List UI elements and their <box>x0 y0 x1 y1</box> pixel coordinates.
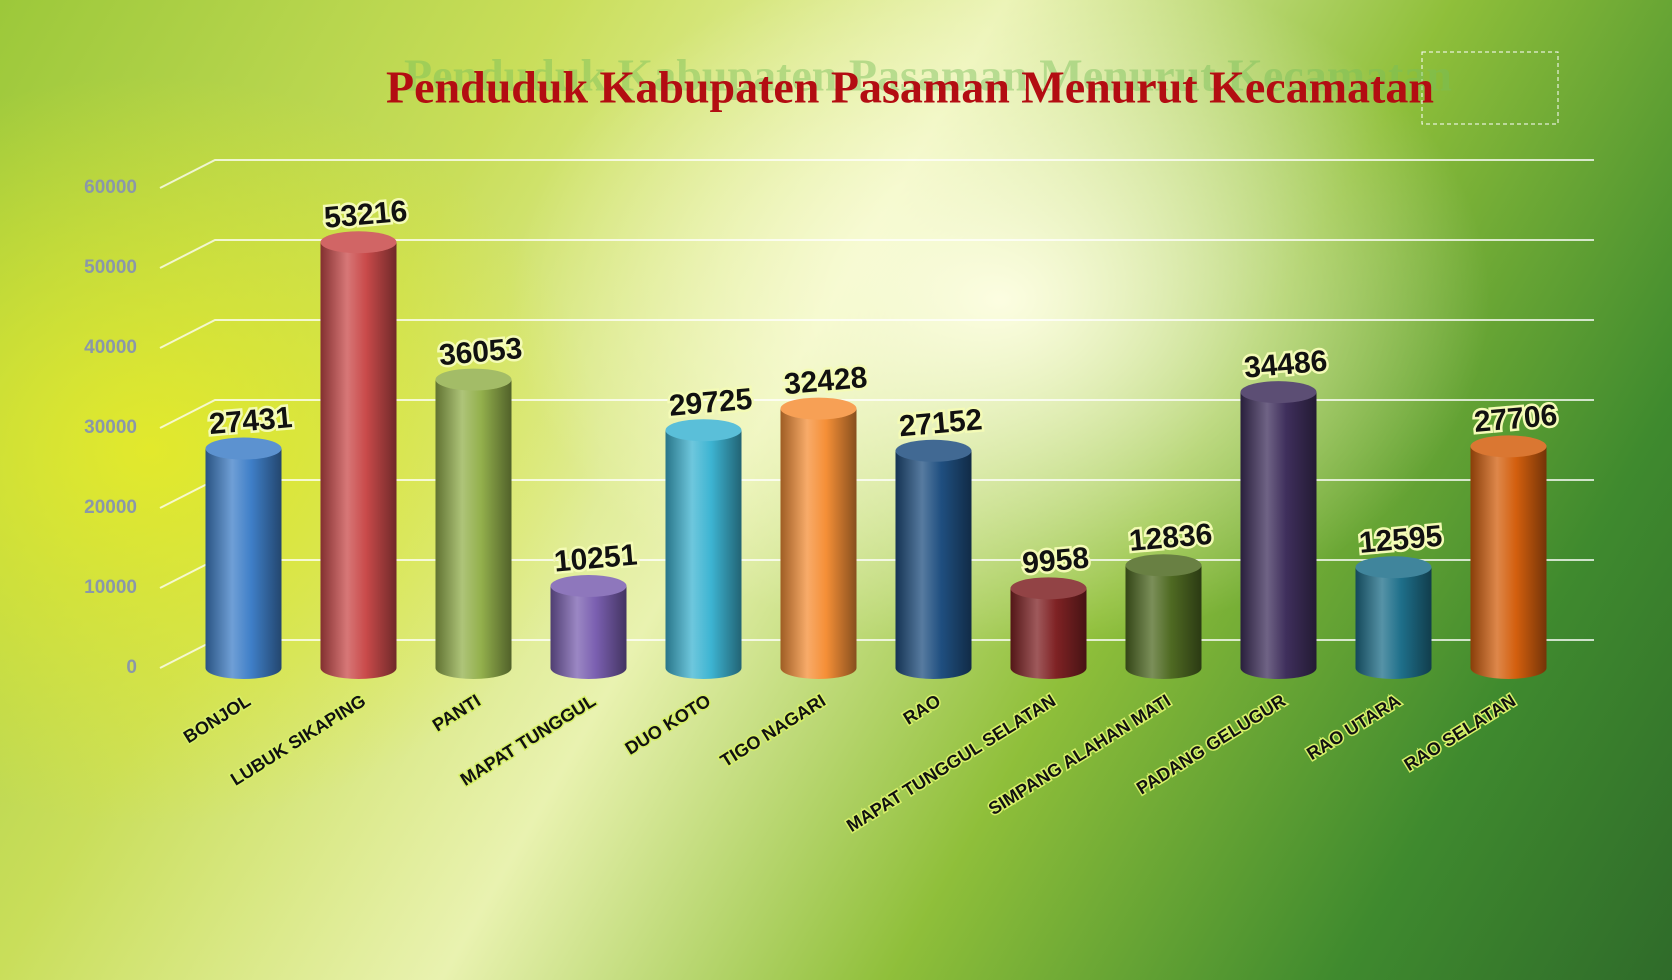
bar-body <box>205 448 282 668</box>
value-label: 27706 <box>1473 399 1559 439</box>
value-label: 29725 <box>668 383 754 423</box>
x-tick-label: RAO UTARA <box>1303 690 1404 763</box>
bar-top <box>780 397 857 420</box>
title-frame <box>1421 51 1559 125</box>
bar-top <box>1470 435 1547 458</box>
y-tick-label: 10000 <box>84 577 137 598</box>
x-tick-label: TIGO NAGARI <box>717 690 829 771</box>
y-tick-label: 30000 <box>84 417 137 438</box>
grid-line <box>159 399 1594 429</box>
bar-top <box>550 574 627 597</box>
bar <box>435 368 512 679</box>
y-tick-label: 0 <box>126 657 137 678</box>
value-label: 9958 <box>1021 542 1090 581</box>
bar <box>205 437 282 679</box>
chart-title: Penduduk Kabupaten Pasaman Menurut Kecam… <box>386 62 1434 113</box>
bar-top <box>320 231 397 254</box>
y-tick-label: 60000 <box>84 177 137 198</box>
bar-top <box>1125 554 1202 577</box>
bar <box>550 574 627 679</box>
bar-top <box>435 368 512 391</box>
bar <box>780 397 857 679</box>
value-label: 27431 <box>208 401 294 441</box>
value-label: 36053 <box>438 332 524 372</box>
bar-body <box>1355 567 1432 668</box>
bar-body <box>1470 446 1547 668</box>
bar-top <box>205 437 282 460</box>
value-label: 27152 <box>898 403 984 443</box>
bar-body <box>1125 565 1202 668</box>
x-tick-label: MAPAT TUNGGUL SELATAN <box>843 690 1059 835</box>
bar-body <box>895 450 972 668</box>
x-tick-label: RAO <box>900 690 945 728</box>
bar <box>320 231 397 679</box>
value-label: 10251 <box>553 538 639 578</box>
bar-body <box>320 242 397 668</box>
y-tick-label: 20000 <box>84 497 137 518</box>
x-tick-label: DUO KOTO <box>622 690 715 758</box>
bar <box>895 439 972 679</box>
bar-top <box>895 439 972 462</box>
grid-line <box>159 159 1594 189</box>
y-tick-label: 50000 <box>84 257 137 278</box>
bar <box>1240 381 1317 679</box>
x-tick-label: BONJOL <box>180 690 254 747</box>
bar <box>1010 577 1087 679</box>
bar-top <box>1240 381 1317 404</box>
value-label: 12595 <box>1358 520 1444 560</box>
y-tick-label: 40000 <box>84 337 137 358</box>
bar-body <box>780 408 857 668</box>
bar-top <box>1355 556 1432 579</box>
bar <box>1355 556 1432 679</box>
grid-line <box>159 319 1594 349</box>
bar-body <box>550 585 627 668</box>
bar-body <box>1010 588 1087 668</box>
bar-body <box>435 379 512 668</box>
value-label: 34486 <box>1243 345 1329 385</box>
bar-body <box>665 430 742 668</box>
bar-body <box>1240 392 1317 668</box>
value-label: 32428 <box>783 361 869 401</box>
bar-top <box>1010 577 1087 600</box>
bar-top <box>665 419 742 442</box>
bar <box>665 419 742 679</box>
bar <box>1470 435 1547 679</box>
grid-line <box>159 239 1594 269</box>
value-label: 12836 <box>1128 518 1214 558</box>
x-tick-label: SIMPANG ALAHAN MATI <box>985 690 1174 819</box>
bar <box>1125 554 1202 679</box>
x-tick-label: RAO SELATAN <box>1401 690 1520 774</box>
x-tick-label: PANTI <box>429 690 484 735</box>
value-label: 53216 <box>323 195 409 235</box>
